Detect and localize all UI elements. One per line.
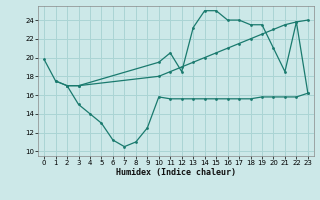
X-axis label: Humidex (Indice chaleur): Humidex (Indice chaleur) <box>116 168 236 177</box>
